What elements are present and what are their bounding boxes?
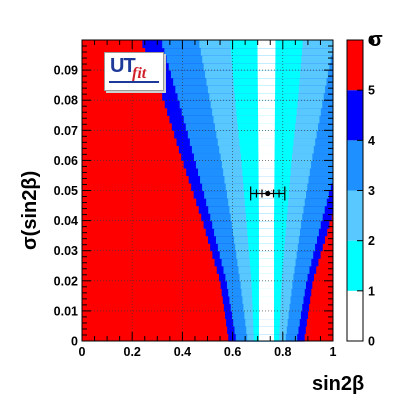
colorbar: 0 1 2 3 4 5 6 <box>346 34 375 349</box>
heatmap-cell-white <box>258 182 275 192</box>
heatmap-cell-white <box>258 137 275 146</box>
colorbar-level <box>347 40 363 91</box>
heatmap-cell-white <box>257 55 276 64</box>
heatmap-cell-white <box>258 167 275 177</box>
heatmap-cell-white <box>258 243 275 252</box>
heatmap-cell-white <box>258 145 275 154</box>
heatmap-cell-white <box>258 318 275 327</box>
y-axis-title: σ(sin2β) <box>19 171 41 250</box>
colorbar-tick-label: 1 <box>368 284 375 298</box>
heatmap-cell-white <box>258 220 275 229</box>
heatmap-cell-white <box>258 258 275 267</box>
heatmap-cell-white <box>257 77 276 86</box>
y-tick-label: 0.09 <box>54 64 78 78</box>
heatmap-cell-white <box>258 250 275 259</box>
heatmap-cell-white <box>258 115 275 124</box>
heatmap-cell-white <box>257 70 276 79</box>
x-tick-label: 0.8 <box>274 345 291 359</box>
colorbar-title: σ <box>369 29 383 51</box>
x-tick-label: 0.6 <box>224 345 241 359</box>
colorbar-level <box>347 90 363 141</box>
heatmap-cell-white <box>257 40 276 49</box>
colorbar-tick-label: 3 <box>368 184 375 198</box>
heatmap-cell-white <box>258 288 275 297</box>
logo-underline <box>109 81 159 83</box>
logo-fit-text: fit <box>132 65 147 82</box>
y-tick-label: 0.02 <box>54 274 78 288</box>
heatmap-cell-white <box>258 303 275 312</box>
colorbar-level <box>347 190 363 241</box>
colorbar-tick-label: 6 <box>368 34 375 48</box>
x-tick-label: 0 <box>79 345 86 359</box>
logo-ut-text: UT <box>110 55 136 77</box>
colorbar-level <box>347 140 363 191</box>
x-tick-label: 0.2 <box>124 345 141 359</box>
heatmap-cell-white <box>258 198 275 207</box>
heatmap-cell-white <box>258 273 275 282</box>
y-tick-label: 0.05 <box>54 184 78 198</box>
colorbar-tick-label: 2 <box>368 234 375 248</box>
heatmap-cell-white <box>257 100 275 109</box>
colorbar-level <box>347 290 363 341</box>
heatmap-cell-white <box>257 85 276 94</box>
heatmap-cell-white <box>258 160 275 169</box>
heatmap-cell-white <box>258 122 275 131</box>
heatmap-cell-white <box>258 205 275 214</box>
y-tick-label: 0.08 <box>54 94 78 108</box>
heatmap-cell-white <box>258 175 275 184</box>
colorbar-tick-label: 4 <box>368 134 375 148</box>
grid-lines <box>82 40 333 341</box>
heatmap-cell-white <box>258 333 275 342</box>
utfit-logo: UT fit <box>104 52 164 91</box>
y-tick-label: 0.01 <box>54 304 78 318</box>
heatmap-cell-white <box>258 280 275 289</box>
measurement-marker <box>250 186 286 201</box>
y-tick-label: 0 <box>71 335 78 349</box>
heatmap-cell-white <box>257 62 276 71</box>
heatmap-cell-white <box>258 213 275 222</box>
heatmap-cell-white <box>258 325 275 335</box>
heatmap-cell-white <box>258 295 275 304</box>
heatmap-cell-white <box>257 47 276 56</box>
y-axis: 0 0.01 0.02 0.03 0.04 0.05 0.06 0.07 0.08 0.09 <box>54 39 333 349</box>
heatmap-cell-white <box>258 265 275 274</box>
y-tick-label: 0.04 <box>54 214 78 228</box>
heatmap-cell-white <box>258 107 275 116</box>
heatmap-cell-white <box>258 235 275 244</box>
y-tick-label: 0.07 <box>54 124 78 138</box>
heatmap-cell-white <box>258 152 275 161</box>
x-tick-label: 1 <box>330 345 337 359</box>
colorbar-tick-label: 0 <box>368 335 375 349</box>
y-tick-label: 0.03 <box>54 244 78 258</box>
heatmap-cell-white <box>257 92 276 101</box>
measurement-point <box>265 190 271 197</box>
heatmap-cell-white <box>258 130 275 139</box>
x-tick-label: 0.4 <box>174 345 191 359</box>
colorbar-level <box>347 240 363 291</box>
heatmap-plot-area <box>82 40 333 342</box>
x-axis-title: sin2β <box>312 373 364 395</box>
heatmap-cell-white <box>258 310 275 320</box>
colorbar-tick-label: 5 <box>368 84 375 98</box>
y-tick-label: 0.06 <box>54 154 78 168</box>
heatmap-cell-white <box>258 228 275 237</box>
